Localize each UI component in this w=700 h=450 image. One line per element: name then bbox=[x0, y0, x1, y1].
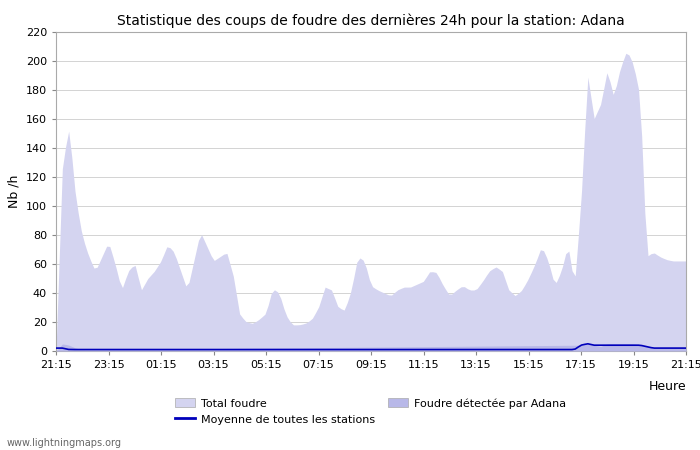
Text: www.lightningmaps.org: www.lightningmaps.org bbox=[7, 438, 122, 448]
Title: Statistique des coups de foudre des dernières 24h pour la station: Adana: Statistique des coups de foudre des dern… bbox=[117, 13, 625, 27]
Y-axis label: Nb /h: Nb /h bbox=[7, 175, 20, 208]
Legend: Total foudre, Moyenne de toutes les stations, Foudre détectée par Adana: Total foudre, Moyenne de toutes les stat… bbox=[175, 398, 566, 425]
Text: Heure: Heure bbox=[648, 380, 686, 393]
